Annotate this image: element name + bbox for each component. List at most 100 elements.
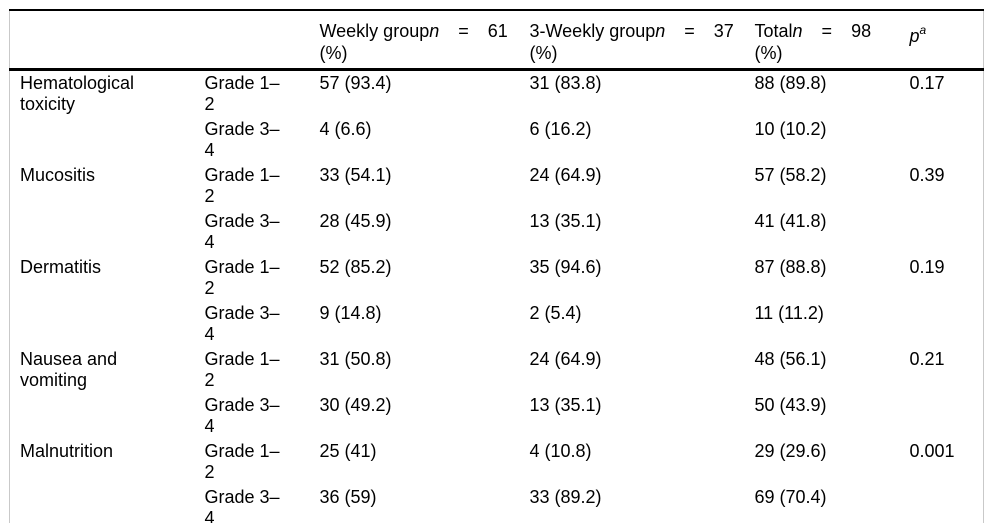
value-cell-total: 69 (70.4) <box>754 487 827 507</box>
grade-cell: Grade 1–2 <box>205 163 320 209</box>
value-cell-total: 87 (88.8) <box>754 257 827 277</box>
header-total-group: Totaln = 98 (%) <box>755 10 910 70</box>
weekly-equals-sign: = <box>458 21 469 41</box>
category-label: Nausea and vomiting <box>20 349 118 390</box>
header-three-weekly-group: 3-Weekly groupn = 37 (%) <box>530 10 755 70</box>
weekly-group-label: Weekly group <box>319 21 430 41</box>
category-label: Mucositis <box>20 165 96 185</box>
weekly-n-symbol: n <box>429 21 440 41</box>
category-label: Dermatitis <box>20 257 102 277</box>
weekly-percent-unit: (%) <box>319 43 348 63</box>
total-equals-sign: = <box>821 21 833 41</box>
three-weekly-group-label: 3-Weekly group <box>529 21 656 41</box>
category-cell: Malnutrition <box>10 439 205 523</box>
p-value-cell: 0.39 <box>909 165 945 185</box>
p-symbol: p <box>909 26 920 46</box>
value-cell-total: 57 (58.2) <box>754 165 827 185</box>
grade-cell: Grade 1–2 <box>205 347 320 393</box>
value-cell-weekly: 9 (14.8) <box>319 303 382 323</box>
category-cell: Dermatitis <box>10 255 205 347</box>
value-cell-three-weekly: 24 (64.9) <box>529 165 602 185</box>
value-cell-total: 29 (29.6) <box>754 441 827 461</box>
value-cell-weekly: 30 (49.2) <box>319 395 392 415</box>
value-cell-three-weekly: 35 (94.6) <box>529 257 602 277</box>
header-p-value: pa <box>910 10 984 70</box>
value-cell-three-weekly: 4 (10.8) <box>529 441 592 461</box>
header-empty-category <box>10 10 205 70</box>
table-row: Grade 3–4 4 (6.6) 6 (16.2) 10 (10.2) <box>10 117 984 163</box>
p-value-cell: 0.001 <box>909 441 955 461</box>
table-row: Grade 3–4 9 (14.8) 2 (5.4) 11 (11.2) <box>10 301 984 347</box>
p-value-cell <box>910 301 984 347</box>
value-cell-weekly: 31 (50.8) <box>319 349 392 369</box>
p-value-cell: 0.19 <box>909 257 945 277</box>
value-cell-total: 88 (89.8) <box>754 73 827 93</box>
total-n-symbol: n <box>792 21 803 41</box>
three-weekly-n-value: 37 <box>713 21 734 41</box>
value-cell-three-weekly: 6 (16.2) <box>529 119 592 139</box>
grade-label: Grade 3–4 <box>204 119 280 160</box>
value-cell-weekly: 4 (6.6) <box>319 119 372 139</box>
total-n-value: 98 <box>851 21 872 41</box>
three-weekly-equals-sign: = <box>684 21 695 41</box>
grade-label: Grade 3–4 <box>204 211 280 252</box>
value-cell-total: 41 (41.8) <box>754 211 827 231</box>
value-cell-three-weekly: 33 (89.2) <box>529 487 602 507</box>
grade-cell: Grade 3–4 <box>205 393 320 439</box>
category-cell: Nausea and vomiting <box>10 347 205 439</box>
grade-cell: Grade 1–2 <box>205 439 320 485</box>
grade-label: Grade 1–2 <box>204 165 280 206</box>
p-superscript-a: a <box>919 23 927 37</box>
grade-cell: Grade 3–4 <box>205 301 320 347</box>
value-cell-weekly: 33 (54.1) <box>319 165 392 185</box>
value-cell-total: 48 (56.1) <box>754 349 827 369</box>
three-weekly-percent-unit: (%) <box>529 43 558 63</box>
value-cell-weekly: 36 (59) <box>319 487 377 507</box>
grade-label: Grade 1–2 <box>204 73 280 114</box>
total-group-label: Total <box>754 21 793 41</box>
toxicity-table: Weekly groupn = 61 (%) 3-Weekly groupn =… <box>9 9 984 523</box>
category-cell: Hematological toxicity <box>10 70 205 164</box>
grade-label: Grade 1–2 <box>204 441 280 482</box>
p-value-cell <box>910 117 984 163</box>
p-value-cell <box>910 209 984 255</box>
header-weekly-group: Weekly groupn = 61 (%) <box>320 10 530 70</box>
grade-cell: Grade 1–2 <box>205 255 320 301</box>
grade-label: Grade 3–4 <box>204 303 280 344</box>
value-cell-total: 11 (11.2) <box>754 303 824 323</box>
grade-label: Grade 1–2 <box>204 349 280 390</box>
grade-cell: Grade 3–4 <box>205 209 320 255</box>
value-cell-three-weekly: 24 (64.9) <box>529 349 602 369</box>
grade-label: Grade 3–4 <box>204 395 280 436</box>
grade-cell: Grade 3–4 <box>205 117 320 163</box>
p-value-cell: 0.21 <box>909 349 945 369</box>
total-percent-unit: (%) <box>754 43 783 63</box>
category-label: Malnutrition <box>20 441 114 461</box>
header-empty-grade <box>205 10 320 70</box>
value-cell-total: 10 (10.2) <box>754 119 827 139</box>
table-row: Malnutrition Grade 1–2 25 (41) 4 (10.8) 29 (… <box>10 439 984 485</box>
grade-label: Grade 1–2 <box>204 257 280 298</box>
p-value-cell <box>910 393 984 439</box>
value-cell-three-weekly: 2 (5.4) <box>529 303 582 323</box>
value-cell-three-weekly: 31 (83.8) <box>529 73 602 93</box>
p-value-cell <box>910 485 984 523</box>
table-row: Mucositis Grade 1–2 33 (54.1) 24 (64.9) 57 (… <box>10 163 984 209</box>
grade-cell: Grade 1–2 <box>205 70 320 118</box>
table-row: Grade 3–4 30 (49.2) 13 (35.1) 50 (43.9) <box>10 393 984 439</box>
value-cell-three-weekly: 13 (35.1) <box>529 395 602 415</box>
value-cell-weekly: 25 (41) <box>319 441 377 461</box>
value-cell-three-weekly: 13 (35.1) <box>529 211 602 231</box>
value-cell-weekly: 52 (85.2) <box>319 257 392 277</box>
table-row: Grade 3–4 36 (59) 33 (89.2) 69 (70.4) <box>10 485 984 523</box>
header-row: Weekly groupn = 61 (%) 3-Weekly groupn =… <box>9 10 984 70</box>
value-cell-weekly: 28 (45.9) <box>319 211 392 231</box>
grade-cell: Grade 3–4 <box>205 485 320 523</box>
weekly-n-value: 61 <box>487 21 508 41</box>
table-row: Dermatitis Grade 1–2 52 (85.2) 35 (94.6) 87 … <box>10 255 984 301</box>
p-value-cell: 0.17 <box>909 73 945 93</box>
value-cell-weekly: 57 (93.4) <box>319 73 392 93</box>
three-weekly-n-symbol: n <box>655 21 666 41</box>
grade-label: Grade 3–4 <box>204 487 280 523</box>
